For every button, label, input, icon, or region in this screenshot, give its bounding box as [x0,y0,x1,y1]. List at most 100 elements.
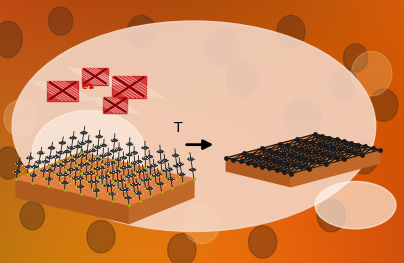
Ellipse shape [226,61,259,97]
Polygon shape [74,146,81,148]
Ellipse shape [285,98,321,139]
Polygon shape [68,147,75,149]
Polygon shape [136,170,143,173]
Polygon shape [61,182,68,184]
Polygon shape [168,178,174,180]
Polygon shape [177,163,183,165]
Polygon shape [100,155,106,156]
Polygon shape [123,188,129,190]
Polygon shape [146,156,153,158]
Polygon shape [179,173,185,175]
Polygon shape [151,164,157,166]
Polygon shape [67,169,74,171]
Polygon shape [82,68,108,85]
Polygon shape [157,151,164,153]
Polygon shape [173,154,179,156]
Polygon shape [124,197,131,199]
Polygon shape [131,152,137,154]
Polygon shape [105,163,111,165]
Ellipse shape [32,110,145,195]
Polygon shape [41,170,47,171]
Polygon shape [81,132,87,134]
Ellipse shape [248,226,277,258]
Polygon shape [53,156,59,158]
Polygon shape [189,169,196,171]
Polygon shape [145,178,151,180]
Ellipse shape [0,21,22,58]
Polygon shape [72,177,79,179]
Polygon shape [142,157,149,159]
Polygon shape [84,151,90,153]
Polygon shape [78,164,85,166]
Polygon shape [83,163,90,165]
Polygon shape [16,153,194,205]
Polygon shape [126,143,133,145]
Polygon shape [126,154,133,156]
Polygon shape [48,147,55,149]
Polygon shape [162,159,168,161]
Ellipse shape [0,147,20,179]
Polygon shape [103,97,127,113]
Polygon shape [89,159,95,161]
Polygon shape [46,178,53,180]
Polygon shape [112,76,146,98]
Polygon shape [31,166,38,168]
Ellipse shape [48,7,73,35]
Text: e⁻: e⁻ [82,82,92,90]
Polygon shape [134,183,140,185]
Polygon shape [16,162,23,164]
Polygon shape [47,81,78,101]
Polygon shape [114,171,120,173]
Polygon shape [57,165,64,166]
Ellipse shape [317,200,345,232]
Polygon shape [96,135,102,138]
Polygon shape [46,170,53,171]
Polygon shape [105,153,112,155]
Polygon shape [30,174,36,176]
Polygon shape [62,160,69,162]
Polygon shape [63,151,70,153]
Polygon shape [16,179,129,224]
Polygon shape [57,173,63,175]
Polygon shape [146,188,153,189]
Polygon shape [125,175,132,177]
Polygon shape [42,161,48,163]
Ellipse shape [4,100,36,136]
Polygon shape [120,157,127,159]
Polygon shape [130,184,137,186]
Polygon shape [52,165,58,167]
Polygon shape [131,162,138,164]
Polygon shape [70,137,76,139]
Ellipse shape [315,181,396,229]
Polygon shape [99,176,105,178]
Polygon shape [141,179,148,181]
Polygon shape [101,144,107,146]
Polygon shape [158,161,164,163]
Polygon shape [83,172,90,174]
Polygon shape [93,181,99,183]
Polygon shape [226,158,291,187]
Polygon shape [291,150,380,187]
Polygon shape [25,166,32,168]
Ellipse shape [87,221,115,253]
Polygon shape [140,169,147,171]
Ellipse shape [351,52,392,96]
Polygon shape [155,173,162,175]
Polygon shape [110,171,116,173]
Polygon shape [120,167,127,169]
Polygon shape [147,166,154,168]
Polygon shape [109,162,116,164]
Polygon shape [94,158,101,160]
Polygon shape [103,176,109,178]
Ellipse shape [184,203,220,244]
Polygon shape [129,179,194,224]
Polygon shape [157,183,163,185]
Polygon shape [108,185,114,187]
Polygon shape [38,152,44,154]
Polygon shape [73,168,79,170]
Polygon shape [111,139,118,141]
Polygon shape [68,159,75,161]
Ellipse shape [277,16,305,48]
Polygon shape [129,175,136,176]
Polygon shape [115,180,121,182]
